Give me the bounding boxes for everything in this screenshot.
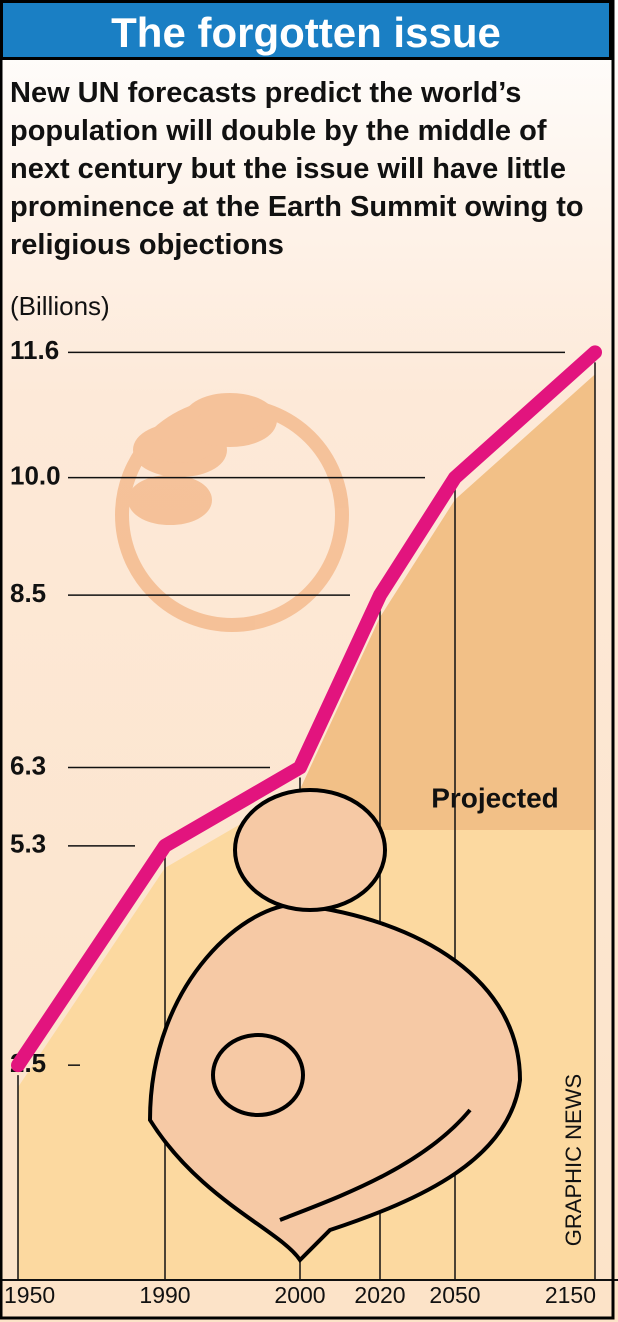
x-tick-label: 2150 — [545, 1282, 596, 1308]
y-axis-label: (Billions) — [10, 291, 110, 321]
mother-figure — [147, 788, 523, 1264]
y-tick-label: 5.3 — [10, 829, 46, 859]
y-tick-label: 11.6 — [10, 335, 59, 365]
x-tick-label: 2050 — [429, 1282, 480, 1308]
annotation: Projected — [431, 782, 559, 813]
y-tick-label: 6.3 — [10, 750, 46, 780]
source: GRAPHIC NEWS — [561, 1074, 586, 1246]
x-tick-label: 1950 — [4, 1282, 55, 1308]
y-tick-label: 10.0 — [10, 461, 61, 491]
x-tick-label: 2000 — [274, 1282, 325, 1308]
title: The forgotten issue — [0, 0, 612, 60]
x-tick-label: 1990 — [139, 1282, 190, 1308]
population-line — [11, 345, 602, 1073]
un-logo — [115, 393, 349, 632]
y-tick-label: 8.5 — [10, 578, 46, 608]
x-tick-label: 2020 — [354, 1282, 405, 1308]
subtitle: New UN forecasts predict the world’s pop… — [10, 77, 584, 261]
